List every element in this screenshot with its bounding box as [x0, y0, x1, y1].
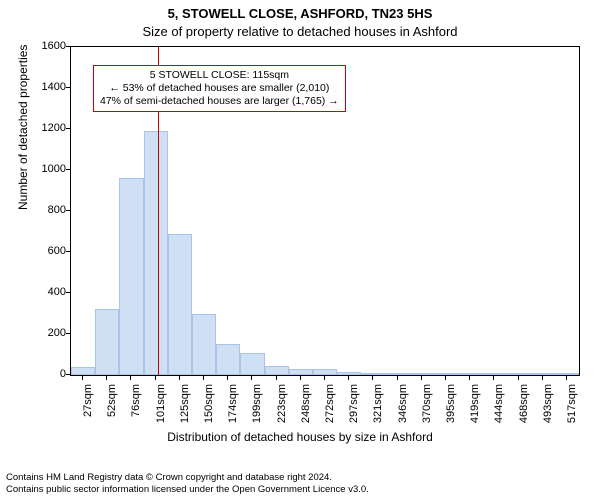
x-tick-mark: [106, 376, 107, 380]
histogram-bar: [313, 369, 337, 375]
histogram-bar: [289, 369, 313, 375]
y-tick-mark: [66, 169, 70, 170]
annotation-line: 5 STOWELL CLOSE: 115sqm: [100, 69, 339, 82]
y-tick-mark: [66, 333, 70, 334]
x-tick-mark: [469, 376, 470, 380]
annotation-line: 47% of semi-detached houses are larger (…: [100, 95, 339, 108]
footer-text: Contains HM Land Registry data © Crown c…: [6, 472, 369, 496]
x-tick-mark: [397, 376, 398, 380]
histogram-bar: [119, 178, 143, 375]
x-tick-mark: [276, 376, 277, 380]
x-tick-mark: [130, 376, 131, 380]
footer-line: Contains public sector information licen…: [6, 484, 369, 496]
y-tick-label: 600: [36, 245, 66, 257]
histogram-bar: [192, 314, 216, 376]
x-axis-label: Distribution of detached houses by size …: [0, 430, 600, 444]
y-tick-mark: [66, 46, 70, 47]
chart-title-sub: Size of property relative to detached ho…: [0, 24, 600, 39]
y-tick-mark: [66, 87, 70, 88]
histogram-bar: [361, 373, 385, 375]
y-tick-label: 0: [36, 368, 66, 380]
annotation-box: 5 STOWELL CLOSE: 115sqm ← 53% of detache…: [93, 65, 346, 112]
x-tick-mark: [324, 376, 325, 380]
y-tick-label: 1000: [36, 163, 66, 175]
x-tick-mark: [493, 376, 494, 380]
y-tick-label: 400: [36, 286, 66, 298]
histogram-bar: [168, 234, 192, 375]
footer-line: Contains HM Land Registry data © Crown c…: [6, 472, 369, 484]
x-tick-mark: [300, 376, 301, 380]
histogram-bar: [144, 131, 168, 375]
histogram-bar: [385, 373, 409, 375]
x-tick-mark: [348, 376, 349, 380]
y-tick-mark: [66, 292, 70, 293]
histogram-bar: [71, 367, 95, 375]
x-tick-mark: [179, 376, 180, 380]
histogram-bar: [555, 373, 579, 375]
histogram-bar: [337, 372, 361, 375]
x-tick-mark: [421, 376, 422, 380]
histogram-bar: [95, 309, 119, 375]
x-tick-mark: [445, 376, 446, 380]
y-tick-label: 1600: [36, 40, 66, 52]
y-tick-mark: [66, 128, 70, 129]
x-tick-mark: [251, 376, 252, 380]
x-tick-mark: [155, 376, 156, 380]
histogram-bar: [434, 373, 458, 375]
histogram-bar: [265, 366, 289, 375]
y-tick-mark: [66, 210, 70, 211]
histogram-bar: [531, 373, 555, 375]
histogram-bar: [410, 373, 434, 375]
plot-area: 5 STOWELL CLOSE: 115sqm ← 53% of detache…: [70, 46, 580, 376]
chart-container: 5, STOWELL CLOSE, ASHFORD, TN23 5HS Size…: [0, 0, 600, 500]
y-tick-label: 1200: [36, 122, 66, 134]
annotation-line: ← 53% of detached houses are smaller (2,…: [100, 82, 339, 95]
x-tick-mark: [203, 376, 204, 380]
x-tick-mark: [566, 376, 567, 380]
x-tick-mark: [372, 376, 373, 380]
y-tick-label: 1400: [36, 81, 66, 93]
x-tick-mark: [227, 376, 228, 380]
y-tick-mark: [66, 374, 70, 375]
x-tick-mark: [542, 376, 543, 380]
x-tick-mark: [518, 376, 519, 380]
histogram-bar: [482, 373, 506, 375]
histogram-bar: [240, 353, 264, 375]
x-tick-mark: [82, 376, 83, 380]
y-tick-label: 800: [36, 204, 66, 216]
histogram-bar: [216, 344, 240, 375]
histogram-bar: [458, 373, 482, 375]
y-tick-mark: [66, 251, 70, 252]
y-axis-label: Number of detached properties: [16, 45, 30, 210]
y-tick-label: 200: [36, 327, 66, 339]
chart-title-main: 5, STOWELL CLOSE, ASHFORD, TN23 5HS: [0, 6, 600, 21]
histogram-bar: [506, 373, 530, 375]
